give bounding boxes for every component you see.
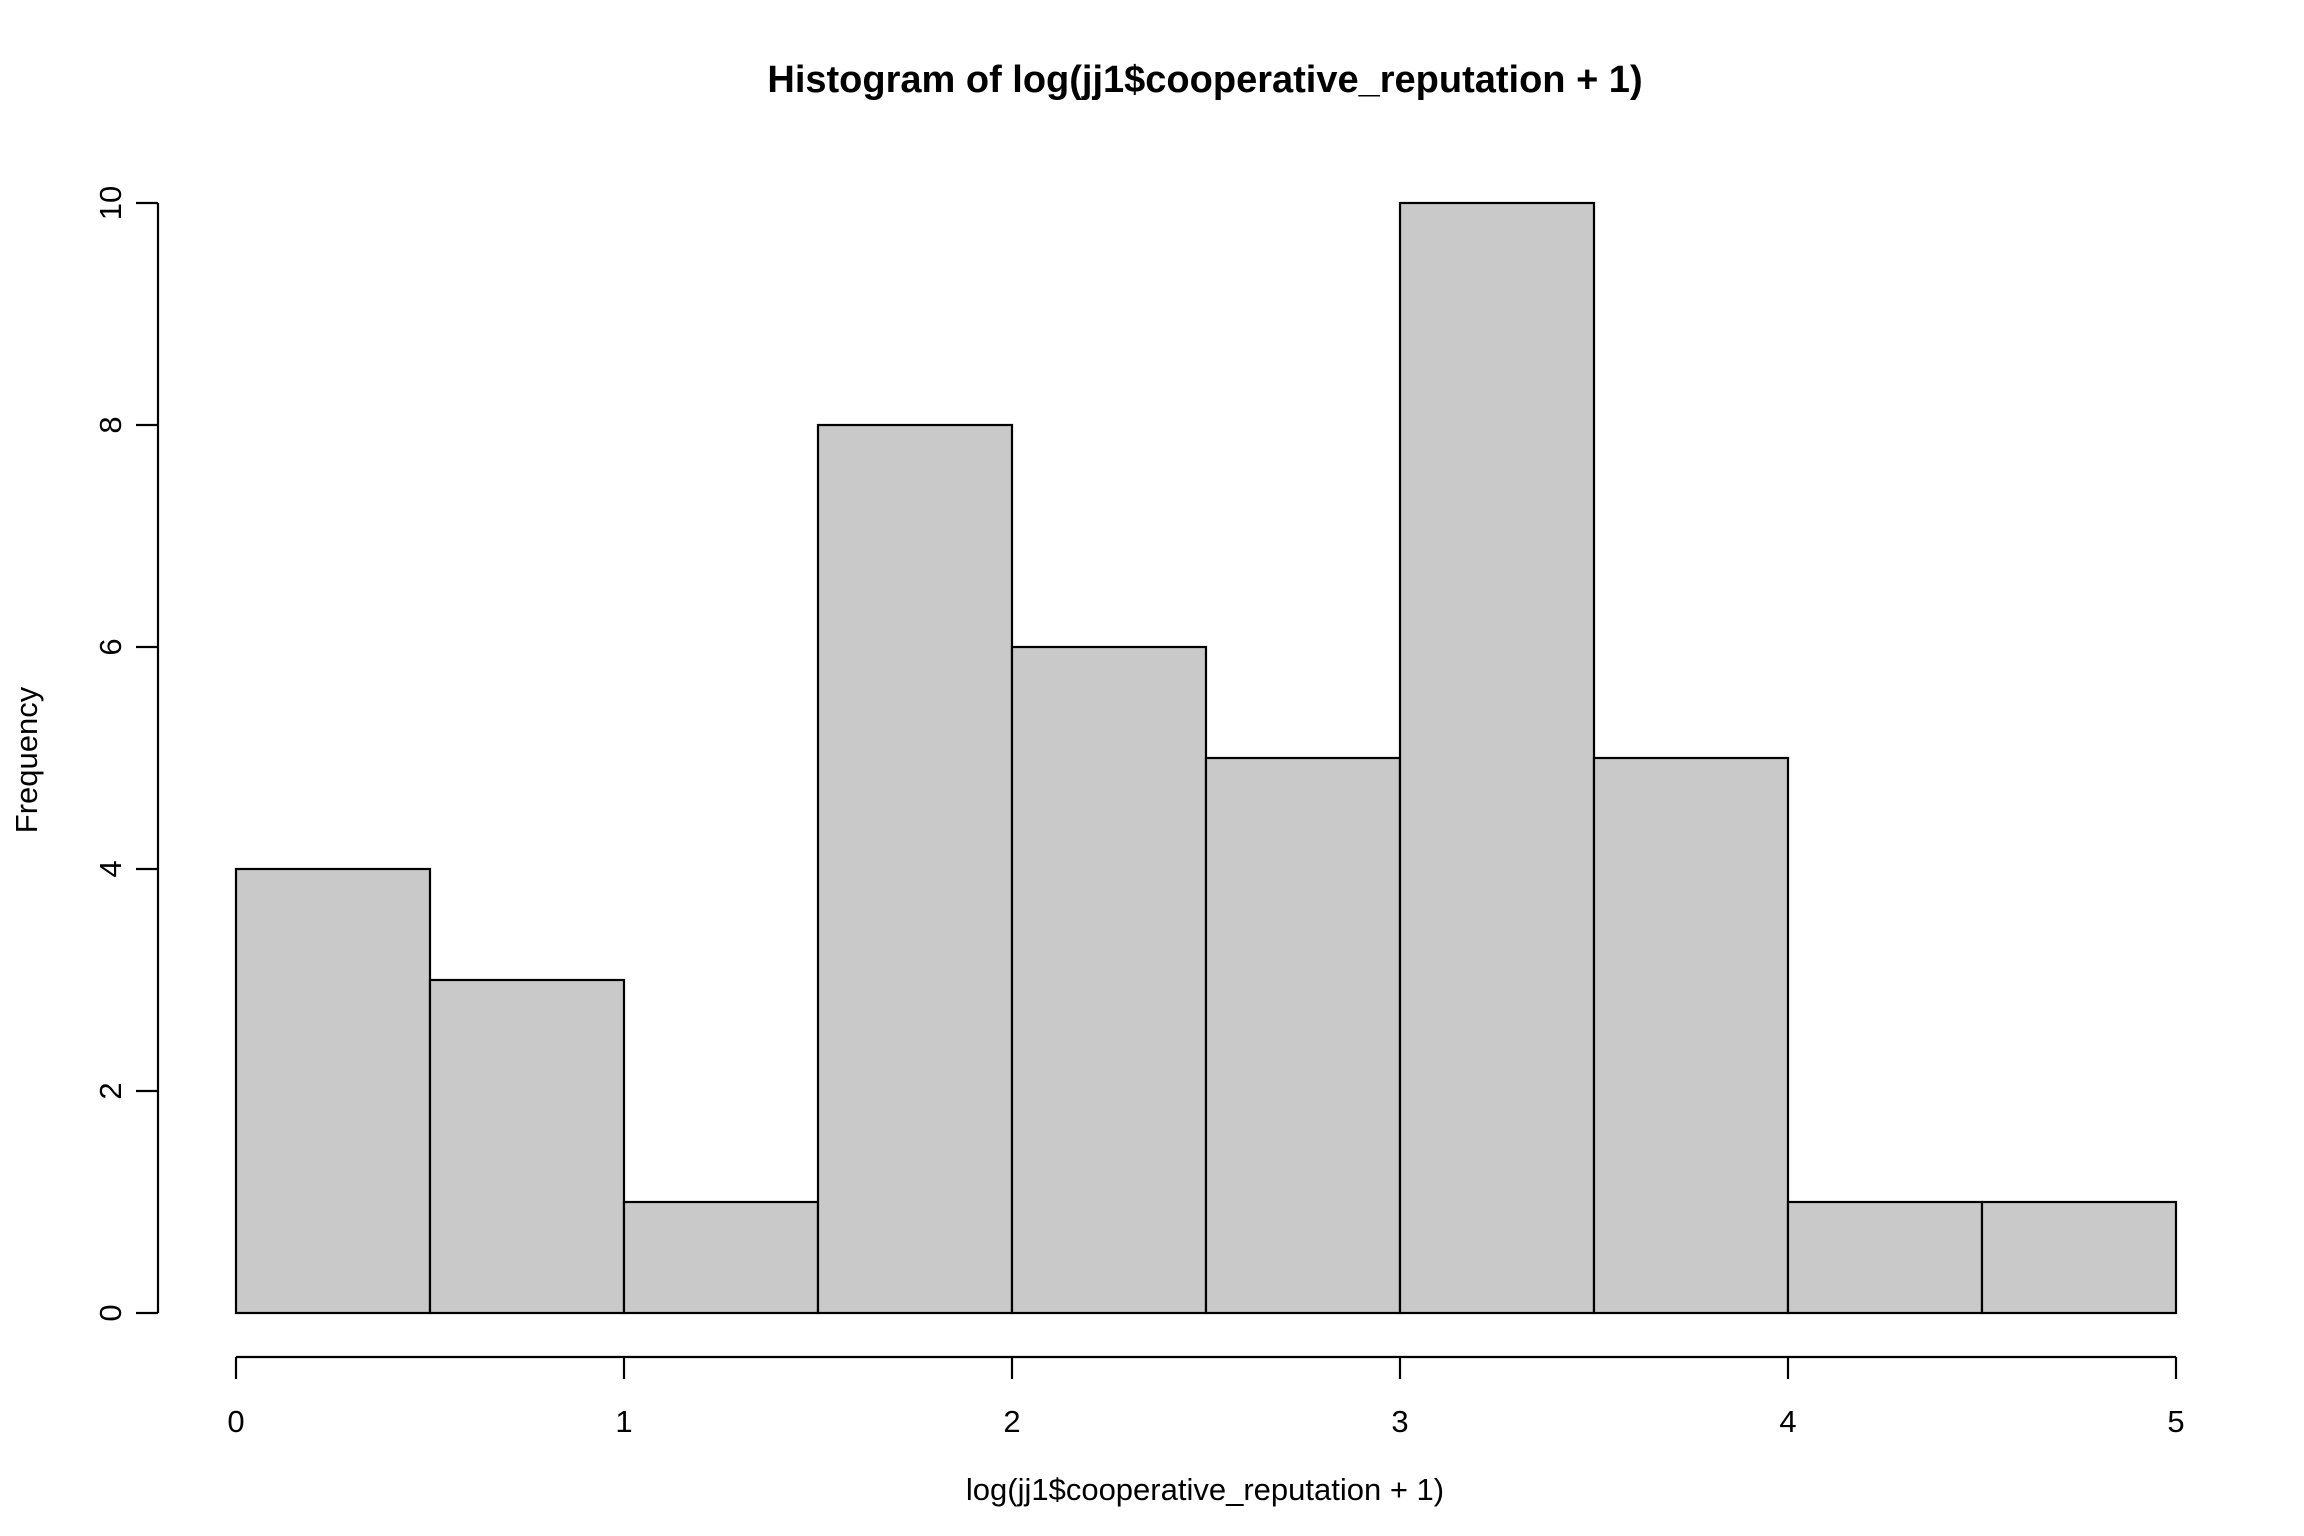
y-tick-label: 8 [93,416,128,433]
y-tick-label: 4 [93,860,128,877]
chart-title: Histogram of log(jj1$cooperative_reputat… [767,59,1642,101]
x-axis-label: log(jj1$cooperative_reputation + 1) [966,1472,1444,1507]
y-axis: 0 2 4 6 8 10 [93,186,160,1322]
y-axis-label: Frequency [9,686,44,833]
x-axis: 0 1 2 3 4 5 [227,1355,2185,1439]
y-tick-label: 10 [93,186,128,220]
histogram-bar [816,423,1014,1315]
x-tick-label: 3 [1391,1404,1408,1439]
histogram-bar [1010,645,1208,1315]
bars-group [234,201,2178,1315]
y-tick-label: 0 [93,1304,128,1321]
x-tick-label: 4 [1779,1404,1796,1439]
histogram-bar [234,867,432,1315]
histogram-bar [622,1200,820,1315]
x-tick-label: 5 [2167,1404,2184,1439]
y-tick-label: 2 [93,1082,128,1099]
histogram-bar [1398,201,1596,1315]
histogram-bar [428,978,626,1315]
y-tick-label: 6 [93,638,128,655]
histogram-bar [1592,756,1790,1315]
x-tick-label: 1 [615,1404,632,1439]
x-tick-label: 0 [227,1404,244,1439]
histogram-bar [1980,1200,2178,1315]
histogram-bar [1786,1200,1984,1315]
x-tick-label: 2 [1003,1404,1020,1439]
histogram-bar [1204,756,1402,1315]
